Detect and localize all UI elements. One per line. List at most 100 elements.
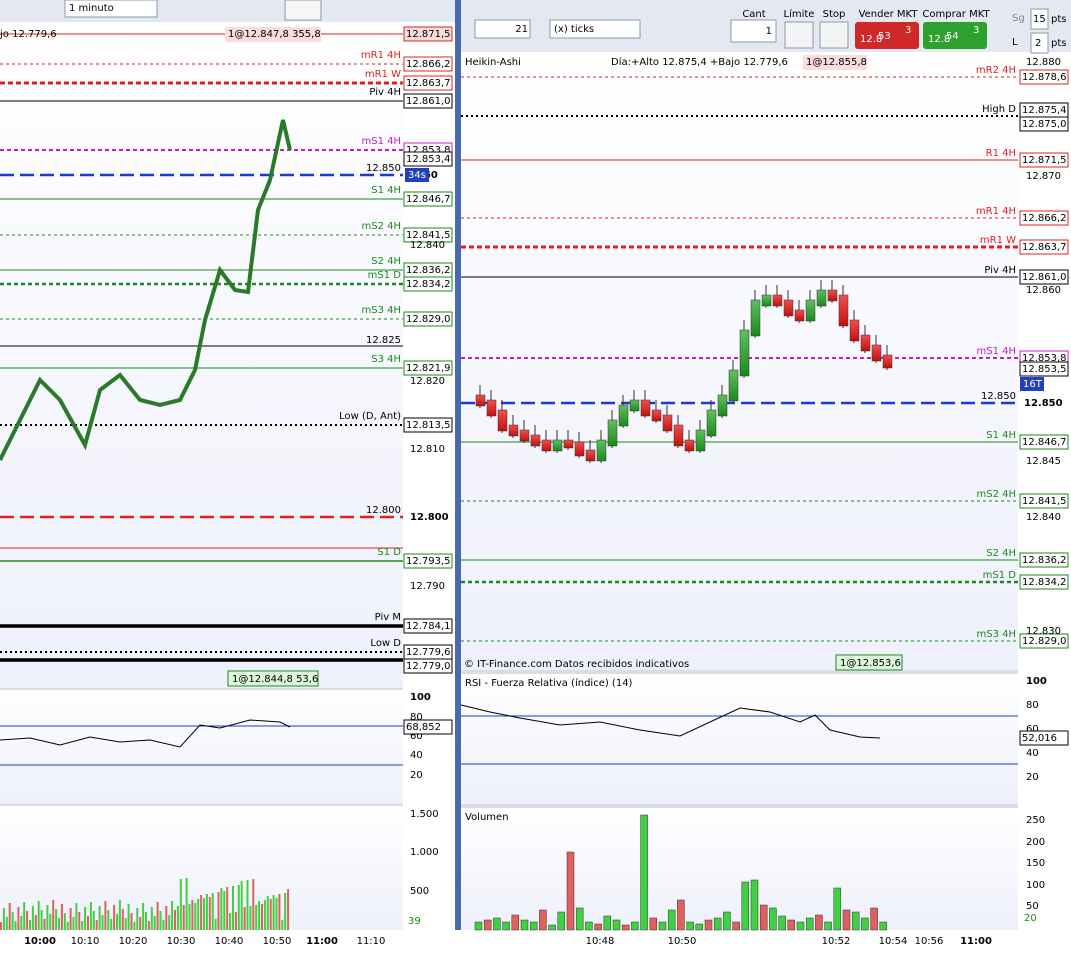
axis-tick: 12.840 [410,240,445,251]
volume-bar [162,920,165,930]
price-tag [403,56,453,72]
label: 20 [1024,913,1037,924]
volume-bar [81,921,84,930]
time-axis [0,930,1071,951]
volume-bar [232,886,234,930]
volume-bar [121,909,124,930]
volume-bar [200,895,203,930]
candle [761,294,772,307]
price-tag-text: 12.875,0 [1022,119,1067,130]
label: 40 [410,750,423,761]
units-select[interactable] [549,19,641,39]
label: 3 [973,25,979,36]
price-line [0,119,292,461]
volume-bar [43,919,46,930]
volume-bar [205,894,208,930]
price-tag-text: 12.829,0 [406,314,451,325]
label: mS3 4H [976,629,1016,640]
label: Low (D, Ant) [339,411,401,422]
label: Vender MKT [859,9,919,20]
volume-bar [539,909,547,931]
price-tag-text: 12.853,4 [406,154,451,165]
period-input[interactable] [474,19,531,39]
volume-bar [95,920,98,930]
volume-bar [60,904,63,930]
right-rsi [461,674,1018,804]
buy-button[interactable] [923,22,987,49]
qty-input[interactable] [730,19,777,43]
label: R1 4H [986,148,1016,159]
label: Sg [1012,13,1025,24]
label: mR1 4H [361,50,401,61]
price-tag [403,93,453,109]
label: mR1 W [980,235,1016,246]
price-tag [403,417,453,433]
volume-bar [127,904,130,930]
volume-bar [176,906,179,930]
volume-bar [174,910,176,930]
volume-bar [92,911,95,930]
candle [607,419,618,447]
price-tag-text: 12.779,0 [406,661,451,672]
volume-bar [575,907,584,931]
label: mS1 D [983,570,1017,581]
volume-bar [11,912,14,930]
volume-bar [63,913,66,930]
label: 100 [1026,676,1047,687]
volume-bar [78,912,81,930]
volume-bar [5,917,8,930]
volume-bar [211,893,214,930]
rsi-line [0,719,291,748]
label: 54 [946,31,959,42]
tick-count [1020,377,1044,391]
indicator-button[interactable] [284,0,322,21]
price-tag [403,553,453,569]
axis-tick: 12.845 [1026,456,1061,467]
price-tag-text: 12.863,7 [1022,242,1067,253]
label: 60 [410,731,423,742]
volume-bar [278,894,281,930]
time-tick: 11:10 [357,936,386,947]
label: 12.850 [981,391,1016,402]
stop-button[interactable] [819,21,849,49]
label: 100 [1026,880,1045,891]
label: mR1 4H [976,206,1016,217]
pts-input[interactable] [1030,32,1049,54]
candle [860,334,871,352]
volume-bar [520,919,529,931]
label: Heikin-Ashi [465,57,521,68]
volume-bar [26,911,29,930]
axis-tick: 12.800 [410,512,449,523]
volume-bar [667,909,676,931]
order-tag [835,654,903,671]
candle [585,449,596,462]
limit-button[interactable] [784,21,814,49]
label: S1 D [377,547,401,558]
volume-bar [787,919,796,931]
axis-tick: 12.830 [1026,626,1061,637]
volume-bar [179,879,182,930]
candle [629,399,640,412]
price-tag [1019,116,1069,132]
price-tag [403,719,453,735]
price-tag [403,658,453,674]
right-volume [461,808,1018,930]
volume-bar [263,900,266,930]
volume-bar [133,922,136,930]
pts-input[interactable] [1030,8,1049,30]
label: 12.825 [366,335,401,346]
timeframe-select[interactable] [64,0,158,18]
candle [717,394,728,417]
price-tag [403,75,453,91]
volume-bar [104,901,107,930]
time-tick: 10:52 [822,936,851,947]
volume-bar [8,903,11,930]
label: 500 [410,886,429,897]
sell-button[interactable] [855,22,919,49]
candle [783,299,794,317]
volume-bar [153,916,156,930]
axis-tick: 12.820 [410,376,445,387]
volume-bar [194,903,197,930]
volume-bar [240,881,243,930]
label: 12.8 [860,34,882,45]
